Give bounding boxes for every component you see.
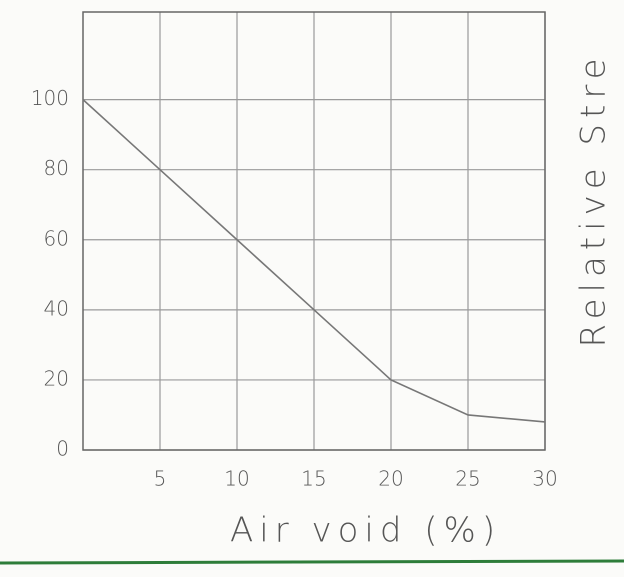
- y-axis-label: Relative Stre: [574, 53, 614, 348]
- chart: Air void (%) Relative Stre 5 10 15 20 25 30 0 2…: [0, 0, 624, 577]
- x-tick-label: 10: [224, 467, 249, 491]
- x-tick-label: 15: [301, 467, 326, 491]
- y-tick-label: 0: [56, 437, 69, 461]
- x-tick-label: 20: [378, 467, 403, 491]
- y-tick-label: 20: [44, 366, 69, 390]
- x-tick-label: 5: [154, 467, 167, 491]
- y-tick-label: 100: [31, 86, 69, 110]
- y-tick-label: 60: [44, 226, 69, 250]
- page-rule: [0, 561, 624, 563]
- y-tick-label: 80: [44, 156, 69, 180]
- x-axis-label: Air void (%): [230, 511, 501, 551]
- x-tick-label: 25: [455, 467, 480, 491]
- x-tick-label: 30: [532, 467, 557, 491]
- y-tick-label: 40: [44, 296, 69, 320]
